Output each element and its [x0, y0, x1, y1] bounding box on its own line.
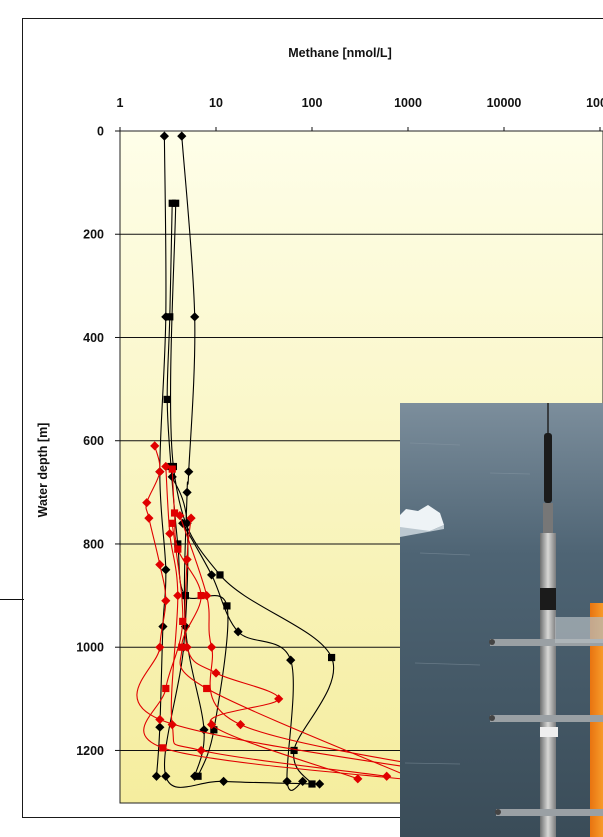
data-point	[155, 722, 165, 732]
x-tick-label: 10000	[487, 96, 522, 110]
y-tick-label: 400	[83, 331, 104, 345]
data-point	[194, 772, 202, 780]
data-point	[161, 312, 171, 322]
data-point	[159, 131, 169, 141]
x-tick-label: 10	[209, 96, 223, 110]
data-point	[207, 570, 217, 580]
series-line-1	[181, 136, 205, 777]
data-point	[203, 684, 211, 693]
data-point	[155, 714, 165, 725]
y-tick-label: 1000	[76, 641, 104, 655]
series-line-11	[179, 515, 500, 780]
data-point	[216, 571, 224, 579]
data-point	[210, 726, 218, 734]
data-point	[173, 590, 183, 601]
data-point	[163, 395, 171, 404]
data-point	[168, 465, 176, 473]
data-point	[186, 513, 196, 523]
data-point	[274, 694, 284, 704]
cable-sleeve	[544, 433, 552, 503]
y-tick-label: 0	[97, 125, 104, 139]
data-point	[219, 776, 229, 787]
data-point	[175, 510, 185, 521]
pole-collar	[540, 588, 556, 610]
callout-line	[0, 599, 24, 600]
data-point	[197, 591, 205, 600]
y-axis-title: Water depth [m]	[36, 423, 50, 518]
data-point	[161, 565, 171, 575]
x-tick-label: 1000	[394, 96, 422, 110]
data-point	[353, 774, 363, 784]
data-point	[174, 545, 182, 553]
x-tick-label: 100	[302, 96, 323, 110]
data-point	[142, 498, 152, 508]
x-tick-label: 1000	[586, 96, 603, 110]
photo-water-ripples	[404, 442, 531, 765]
data-point	[190, 312, 200, 322]
data-point	[162, 684, 170, 693]
shackle	[543, 503, 553, 533]
data-point	[172, 199, 180, 207]
y-tick-label: 200	[83, 228, 104, 242]
data-point	[233, 627, 243, 637]
iceberg	[400, 505, 444, 537]
data-point	[170, 509, 179, 517]
data-point	[144, 513, 154, 523]
data-point	[202, 590, 212, 601]
series-line-8	[143, 523, 425, 782]
rosette-arms	[490, 617, 603, 816]
data-point	[161, 771, 171, 781]
data-point	[207, 642, 217, 652]
y-tick-label: 800	[83, 537, 104, 551]
x-tick-label: 1	[117, 96, 124, 110]
data-point	[161, 461, 171, 472]
data-point	[174, 540, 182, 548]
series-line-0	[155, 136, 167, 777]
data-point	[165, 529, 175, 539]
data-point	[155, 560, 165, 570]
data-point	[155, 642, 165, 652]
inset-photo	[400, 403, 603, 837]
axes: 1101001000100001000020040060080010001200	[76, 96, 603, 758]
data-series	[136, 131, 505, 791]
data-point	[151, 771, 162, 781]
rosette-valves	[489, 639, 501, 815]
data-point	[178, 643, 186, 651]
data-point	[196, 745, 206, 756]
data-point	[150, 441, 160, 451]
data-point	[155, 467, 165, 477]
data-point	[179, 617, 187, 625]
data-point	[158, 621, 168, 632]
y-tick-label: 600	[83, 434, 104, 448]
data-point	[182, 518, 192, 528]
data-point	[167, 720, 177, 730]
data-point	[290, 746, 298, 755]
data-point	[235, 720, 246, 730]
data-point	[159, 744, 167, 752]
data-point	[286, 655, 296, 665]
data-point	[282, 776, 292, 787]
data-point	[184, 467, 194, 477]
series-line-6	[136, 445, 466, 777]
data-point	[182, 554, 192, 565]
data-point	[199, 725, 209, 735]
data-point	[161, 596, 171, 606]
data-point	[327, 653, 336, 662]
data-point	[298, 776, 308, 787]
data-point	[182, 487, 192, 497]
data-point	[223, 602, 231, 610]
data-point	[168, 519, 176, 527]
rosette-pole	[540, 533, 556, 837]
data-point	[382, 771, 392, 781]
data-point	[207, 720, 217, 730]
series-line-3	[170, 203, 335, 785]
data-point	[211, 668, 221, 678]
data-point	[166, 313, 174, 321]
data-point	[177, 131, 187, 141]
x-axis-title: Methane [nmol/L]	[288, 46, 391, 60]
data-point	[315, 779, 325, 789]
y-tick-label: 1200	[76, 744, 104, 758]
